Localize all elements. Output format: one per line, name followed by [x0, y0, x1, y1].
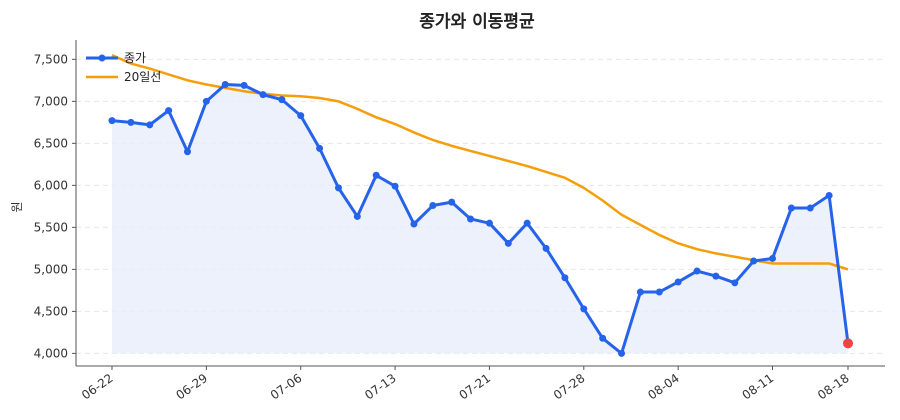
close-point: [410, 220, 418, 228]
close-point: [712, 272, 720, 280]
close-point: [146, 121, 154, 129]
ma20-line: [111, 53, 849, 271]
close-area-fill: [112, 84, 848, 354]
close-point: [259, 91, 267, 99]
close-point: [334, 184, 342, 192]
close-point: [391, 182, 399, 190]
close-point: [542, 244, 550, 252]
close-point: [372, 171, 380, 179]
close-point: [221, 81, 229, 89]
chart-title: 종가와 이동평균: [419, 12, 535, 32]
close-point: [165, 107, 173, 115]
close-point: [787, 204, 795, 212]
close-point: [693, 267, 701, 275]
y-tick-label: 6,500: [34, 136, 68, 150]
close-point: [674, 278, 682, 286]
x-tick-label: 07-28: [551, 371, 588, 402]
y-tick-label: 4,500: [34, 304, 68, 318]
close-point: [655, 288, 663, 296]
close-point: [769, 254, 777, 262]
close-point: [127, 118, 135, 126]
legend-close-label: 종가: [124, 51, 146, 65]
y-tick-label: 6,000: [34, 178, 68, 192]
close-point: [636, 288, 644, 296]
close-point: [183, 148, 191, 156]
y-tick-label: 7,500: [34, 52, 68, 66]
close-point: [806, 204, 814, 212]
plot-area: [108, 53, 853, 357]
x-tick-label: 07-13: [362, 371, 399, 402]
close-point: [202, 97, 210, 105]
close-line: [111, 83, 850, 355]
close-point: [467, 215, 475, 223]
close-point: [731, 279, 739, 287]
close-point: [561, 274, 569, 282]
y-axis-label: 원: [10, 201, 24, 212]
close-last-point: [843, 338, 853, 349]
close-point: [580, 305, 588, 313]
close-point: [750, 257, 758, 265]
close-point: [297, 112, 305, 120]
close-point: [504, 239, 512, 247]
legend: 종가 20일선: [86, 51, 161, 84]
close-point: [353, 212, 361, 220]
close-point: [429, 202, 437, 210]
x-tick-label: 08-11: [740, 371, 777, 402]
x-tick-label: 07-21: [457, 371, 494, 402]
y-tick-label: 7,000: [34, 94, 68, 108]
legend-close-marker: [98, 54, 106, 62]
x-tick-label: 08-04: [645, 371, 682, 402]
close-point: [316, 144, 324, 152]
close-point: [448, 198, 456, 206]
close-point: [240, 81, 248, 89]
close-point: [485, 219, 493, 227]
close-point: [599, 334, 607, 342]
x-tick-label: 08-18: [815, 371, 852, 402]
legend-ma20-label: 20일선: [124, 70, 161, 84]
x-tick-label: 07-06: [268, 371, 305, 402]
close-point: [108, 117, 116, 125]
x-tick-label: 06-22: [79, 371, 116, 402]
close-point: [278, 96, 286, 104]
close-point: [523, 219, 531, 227]
close-point: [825, 191, 833, 199]
x-tick-label: 06-29: [173, 371, 210, 402]
y-tick-label: 5,000: [34, 262, 68, 276]
y-tick-label: 5,500: [34, 220, 68, 234]
y-tick-label: 4,000: [34, 346, 68, 360]
close-point: [618, 349, 626, 357]
